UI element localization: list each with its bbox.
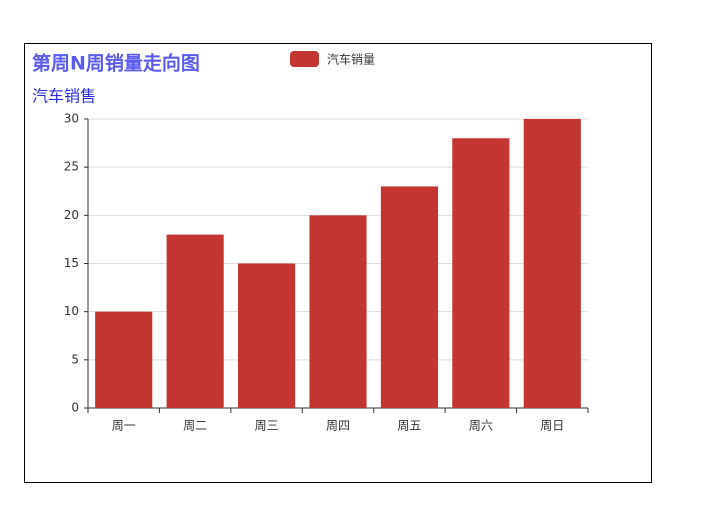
- x-tick-label: 周五: [397, 419, 421, 433]
- bar: [238, 263, 296, 408]
- legend-swatch[interactable]: [290, 51, 319, 67]
- bar: [452, 138, 510, 408]
- x-tick-label: 周二: [183, 419, 207, 433]
- bar: [523, 119, 581, 408]
- y-tick-label: 15: [64, 256, 79, 270]
- y-tick-label: 25: [64, 160, 79, 174]
- chart-frame: [24, 43, 652, 483]
- x-tick-label: 周日: [540, 419, 564, 433]
- bar: [95, 311, 153, 408]
- y-tick-label: 5: [71, 352, 79, 366]
- chart-title: 第周N周销量走向图: [32, 52, 200, 75]
- x-tick-label: 周六: [469, 419, 493, 433]
- y-tick-label: 10: [64, 304, 79, 318]
- bar: [166, 234, 224, 408]
- legend-label: 汽车销量: [327, 52, 375, 67]
- x-tick-label: 周三: [255, 419, 279, 433]
- x-tick-label: 周四: [326, 419, 350, 433]
- chart-subtitle: 汽车销售: [32, 87, 96, 106]
- bar: [380, 186, 438, 408]
- x-tick-label: 周一: [112, 419, 136, 433]
- y-tick-label: 0: [71, 401, 79, 415]
- y-tick-label: 20: [64, 208, 79, 222]
- bar: [309, 215, 367, 408]
- y-tick-label: 30: [64, 112, 79, 126]
